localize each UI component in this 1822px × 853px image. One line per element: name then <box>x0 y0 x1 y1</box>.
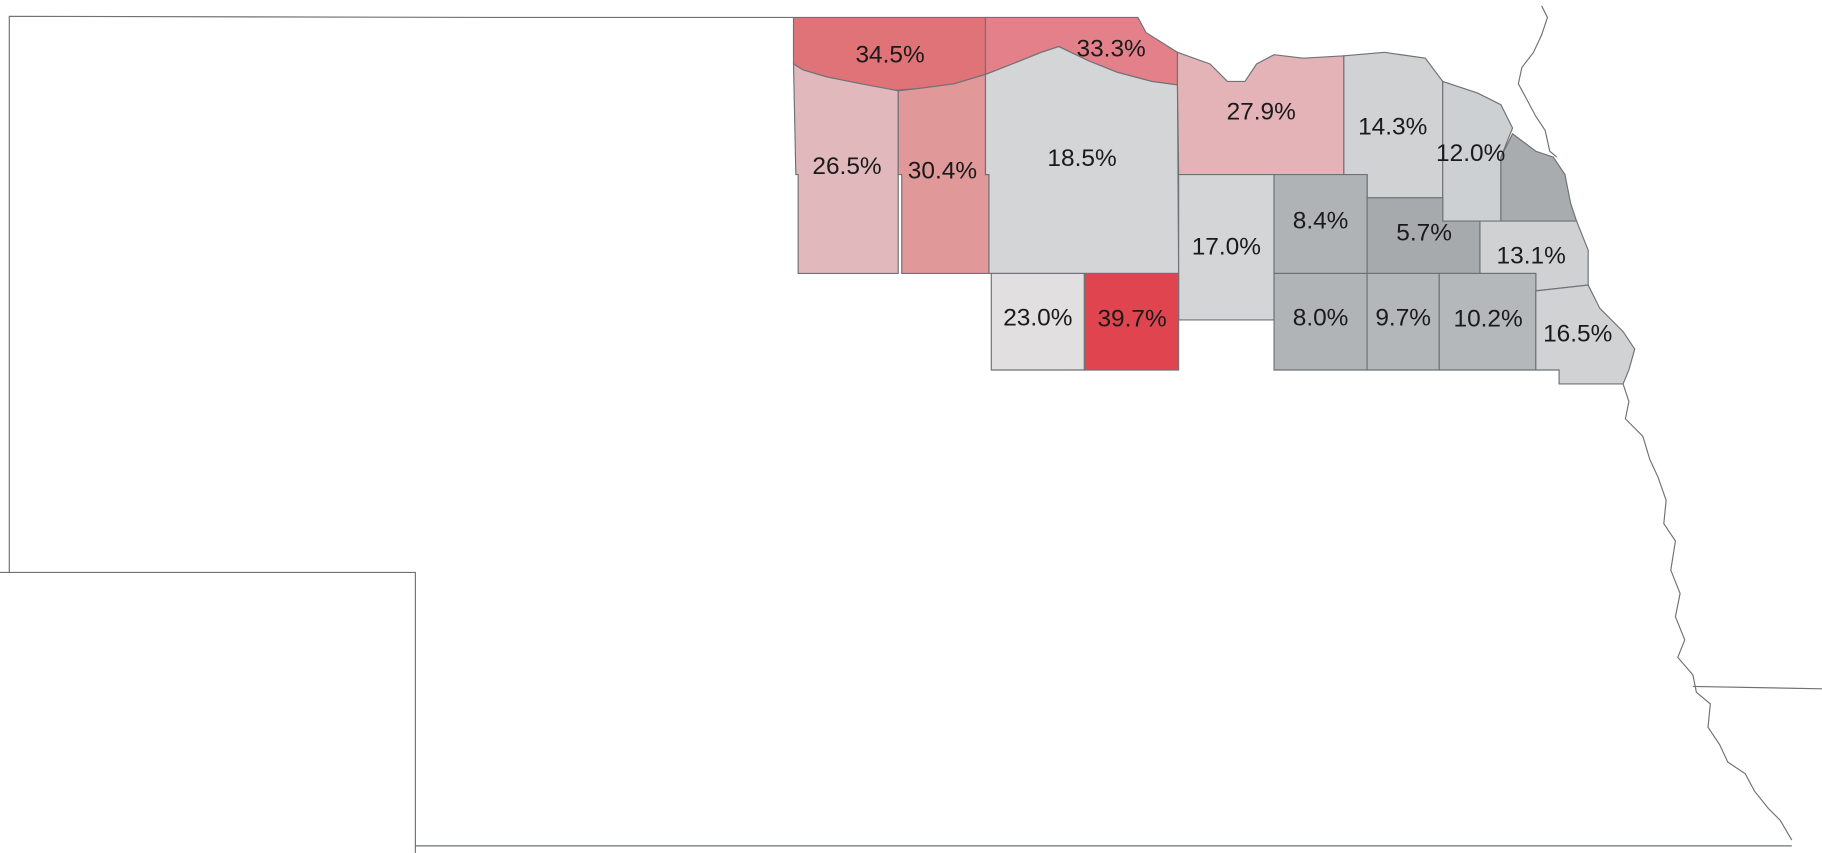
county-label: 17.0% <box>1192 233 1261 260</box>
county <box>1176 51 1345 176</box>
county-label: 14.3% <box>1358 113 1427 140</box>
county-label: 8.4% <box>1293 208 1349 235</box>
county-label: 5.7% <box>1396 219 1452 246</box>
border <box>1692 685 1822 690</box>
county-label: 23.0% <box>1003 304 1072 331</box>
river <box>1517 5 1558 158</box>
county <box>1535 284 1636 385</box>
county-label: 18.5% <box>1047 145 1116 172</box>
county-label: 33.3% <box>1077 35 1146 62</box>
county-label: 9.7% <box>1375 304 1431 331</box>
border <box>8 15 794 573</box>
county <box>1083 272 1180 371</box>
county-label: 39.7% <box>1097 305 1166 332</box>
counties <box>792 16 1636 385</box>
county-label: 12.0% <box>1436 140 1505 167</box>
county-label: 34.5% <box>855 41 924 68</box>
county-label: 13.1% <box>1497 243 1566 270</box>
state-borders <box>0 5 1822 853</box>
county-label: 26.5% <box>812 153 881 180</box>
county <box>1500 132 1578 222</box>
county-label: 8.0% <box>1293 304 1349 331</box>
county-label: 30.4% <box>908 158 977 185</box>
county-label: 10.2% <box>1453 305 1522 332</box>
border <box>0 571 416 853</box>
map-layer: 34.5% 33.3% 26.5% 30.4% 18.5% 27.9% 14.3% 12.0%… <box>0 5 1822 853</box>
labels: 34.5% 33.3% 26.5% 30.4% 18.5% 27.9% 14.3% 12.0%… <box>812 35 1612 347</box>
county <box>792 62 899 275</box>
river <box>1622 383 1793 841</box>
county <box>984 45 1180 275</box>
county-label: 16.5% <box>1543 321 1612 348</box>
county-label: 27.9% <box>1227 98 1296 125</box>
